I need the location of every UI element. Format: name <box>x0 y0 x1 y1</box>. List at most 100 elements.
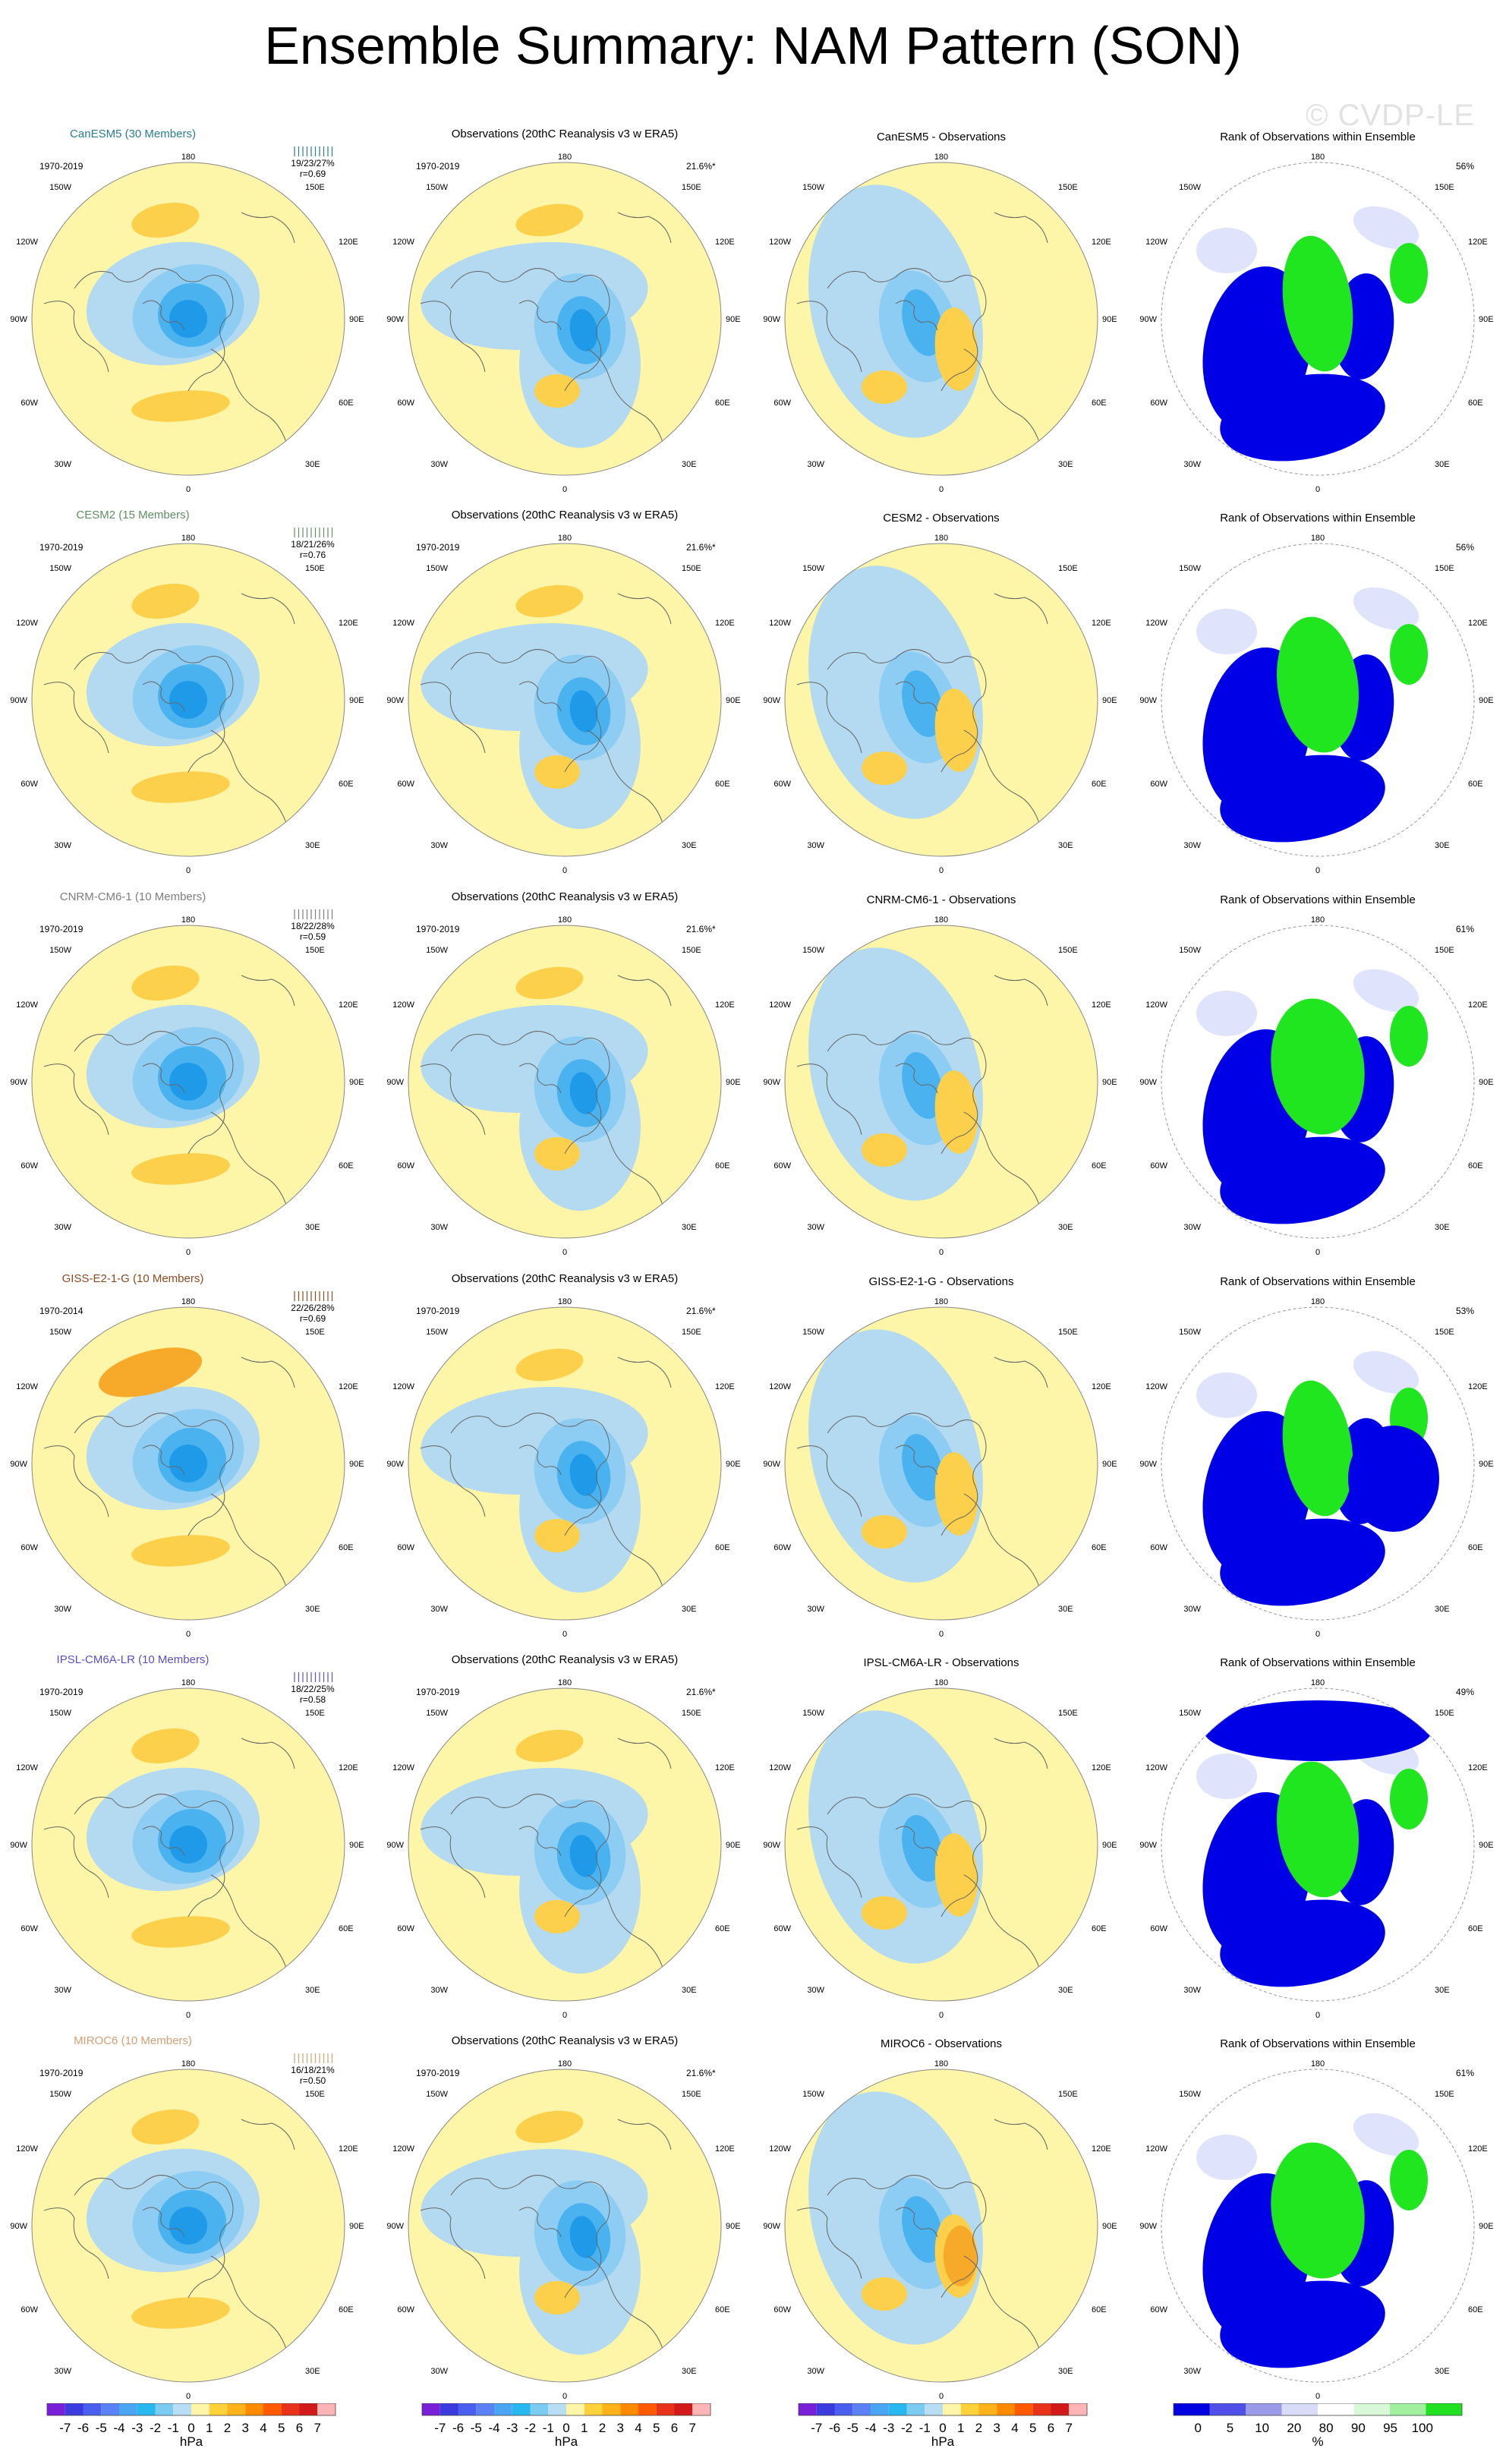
colorbar-tick-label: 5 <box>653 2421 660 2435</box>
obs-variance: 21.6%* <box>686 1306 716 1316</box>
map-border <box>408 162 722 476</box>
longitude-label-150e: 150E <box>1435 1709 1454 1718</box>
high-rank-region <box>1390 624 1428 685</box>
longitude-label-180: 180 <box>1311 1297 1325 1306</box>
model-years: 1970-2019 <box>39 924 83 934</box>
coastline-outline <box>420 212 672 445</box>
diff-map: 180 150W 150E 120W 120E 90W 90E 60W 60E 30W 30E 0 <box>763 1678 1117 2020</box>
positive-anomaly-region <box>131 1728 200 1764</box>
longitude-label-150e: 150E <box>682 183 701 192</box>
longitude-label-90w: 90W <box>763 1078 780 1087</box>
coastline-outline <box>796 1738 1048 1971</box>
colorbar-swatch <box>1246 2403 1282 2415</box>
rank-percent: 61% <box>1456 924 1475 934</box>
stats-percentiles: 19/23/27% <box>291 158 335 169</box>
longitude-label-60e: 60E <box>1468 1543 1483 1552</box>
longitude-label-180: 180 <box>1311 1678 1325 1687</box>
longitude-label-150w: 150W <box>802 1328 824 1337</box>
longitude-label-120e: 120E <box>715 619 735 628</box>
longitude-label-180: 180 <box>558 534 572 543</box>
colorbar-tick-label: -4 <box>113 2421 124 2435</box>
longitude-label-120w: 120W <box>392 619 414 628</box>
longitude-label-90w: 90W <box>386 696 404 705</box>
colorbar-tick-label: 7 <box>1066 2421 1073 2435</box>
longitude-label-0: 0 <box>939 2392 944 2401</box>
longitude-label-60w: 60W <box>397 1161 414 1171</box>
longitude-label-120e: 120E <box>715 2144 735 2154</box>
pattern-stats: 18/21/26% r=0.76 <box>282 539 343 560</box>
colorbar-swatch <box>1069 2403 1087 2415</box>
longitude-label-0: 0 <box>939 1248 944 1257</box>
longitude-label-150e: 150E <box>1058 946 1078 955</box>
longitude-label-180: 180 <box>558 2059 572 2069</box>
longitude-label-90w: 90W <box>386 2222 404 2231</box>
colorbar-swatch <box>584 2403 603 2415</box>
colorbar-swatch <box>263 2403 282 2415</box>
longitude-label-0: 0 <box>186 866 191 875</box>
longitude-label-180: 180 <box>1311 534 1325 543</box>
longitude-label-0: 0 <box>1315 2011 1320 2020</box>
colorbar-swatch <box>530 2403 549 2415</box>
longitude-label-150w: 150W <box>426 1328 448 1337</box>
longitude-label-90e: 90E <box>1479 1078 1494 1087</box>
model-years: 1970-2019 <box>39 542 83 553</box>
colorbar-tick-label: -5 <box>847 2421 859 2435</box>
longitude-label-150e: 150E <box>1435 1328 1454 1337</box>
colorbar-tick-label: 4 <box>260 2421 266 2435</box>
positive-anomaly-region <box>131 1153 230 1185</box>
longitude-label-30e: 30E <box>682 460 697 469</box>
colorbar-swatch <box>799 2403 817 2415</box>
model-years: 1970-2019 <box>39 161 83 172</box>
longitude-label-120e: 120E <box>1092 619 1111 628</box>
stats-percentiles: 18/22/25% <box>291 1684 335 1694</box>
longitude-label-30e: 30E <box>1435 841 1450 850</box>
longitude-label-90e: 90E <box>726 1841 741 1850</box>
rank-title: Rank of Observations within Ensemble <box>1220 512 1416 525</box>
colorbar-swatch <box>245 2403 263 2415</box>
longitude-label-60w: 60W <box>773 2305 791 2314</box>
colorbar-unit: hPa <box>931 2434 955 2449</box>
longitude-label-0: 0 <box>186 1630 191 1639</box>
colorbar-tick-label: -4 <box>488 2421 499 2435</box>
high-rank-region <box>1277 1761 1359 1898</box>
longitude-label-60e: 60E <box>715 399 730 408</box>
coastline-outline <box>420 2119 672 2352</box>
map-border <box>784 1306 1098 1621</box>
map-border <box>784 543 1098 857</box>
longitude-label-60e: 60E <box>339 1161 354 1171</box>
obs-panel: 180 150W 150E 120W 120E 90W 90E 60W 60E 30W 30E 0 Ob… <box>376 495 753 877</box>
coastline-outline <box>796 593 1048 826</box>
longitude-label-30e: 30E <box>1435 2367 1450 2376</box>
colorbar-tick-label: 80 <box>1319 2421 1334 2435</box>
longitude-label-90e: 90E <box>1479 315 1494 324</box>
colorbar-swatch <box>1209 2403 1246 2415</box>
positive-anomaly-region <box>944 2226 977 2286</box>
model-panel: 180 150W 150E 120W 120E 90W 90E 60W 60E 30W 30E 0 CN… <box>0 877 376 1259</box>
colorbar-swatch <box>476 2403 494 2415</box>
longitude-label-90e: 90E <box>726 1078 741 1087</box>
longitude-label-150w: 150W <box>802 564 824 573</box>
longitude-label-60e: 60E <box>1092 1543 1107 1552</box>
longitude-label-30e: 30E <box>682 841 697 850</box>
longitude-label-120e: 120E <box>715 1763 735 1772</box>
colorbar-swatch <box>1318 2403 1354 2415</box>
obs-map: 180 150W 150E 120W 120E 90W 90E 60W 60E 30W 30E 0 <box>386 534 740 875</box>
colorbar-tick-label: 100 <box>1412 2421 1433 2435</box>
pale-rank-region <box>1196 991 1257 1036</box>
colorbar-swatch <box>852 2403 871 2415</box>
colorbar-tick-label: 3 <box>242 2421 249 2435</box>
colorbar-swatch <box>602 2403 621 2415</box>
diff-title: IPSL-CM6A-LR - Observations <box>863 1656 1019 1669</box>
positive-anomaly-region <box>515 1729 584 1763</box>
high-rank-region <box>1271 998 1365 1135</box>
colorbar-tick-label: -7 <box>434 2421 446 2435</box>
high-rank-region <box>1282 235 1353 372</box>
pale-rank-region <box>1353 969 1419 1013</box>
longitude-label-30e: 30E <box>305 1986 320 1995</box>
longitude-label-90e: 90E <box>349 696 364 705</box>
obs-years: 1970-2019 <box>416 924 460 934</box>
colorbar-tick-label: 6 <box>296 2421 303 2435</box>
longitude-label-60e: 60E <box>339 1543 354 1552</box>
colorbar-swatch <box>227 2403 246 2415</box>
